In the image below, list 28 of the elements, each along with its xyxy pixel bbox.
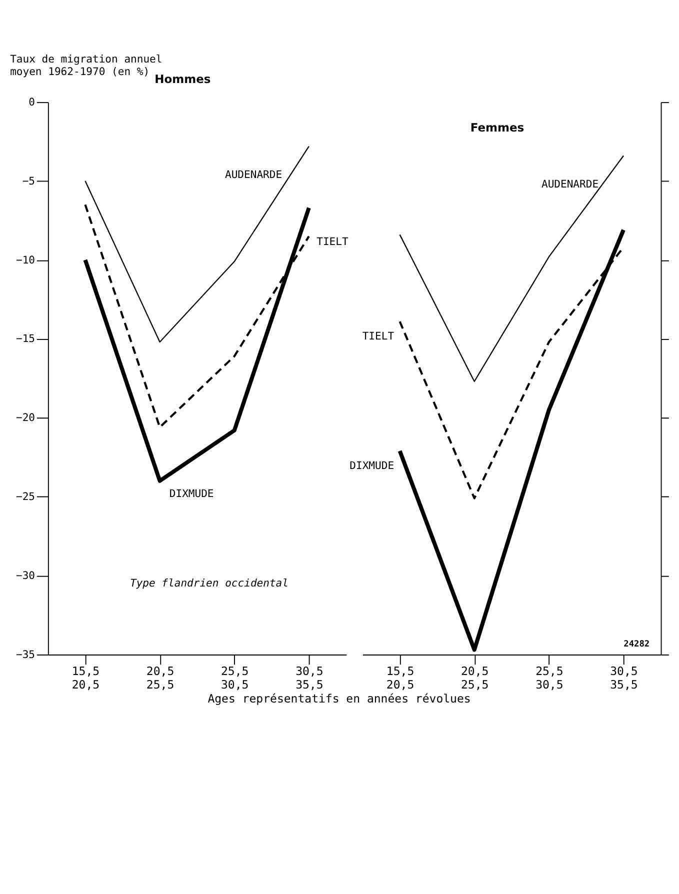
x-tick-label: 15,5 20,5 — [386, 664, 414, 692]
x-tick-label: 25,5 30,5 — [536, 664, 564, 692]
y-tick-label: −10 — [16, 254, 36, 266]
x-tick-label: 25,5 30,5 — [220, 664, 249, 692]
x-tick-label: 30,5 35,5 — [296, 664, 324, 692]
x-tick-label: 30,5 35,5 — [610, 664, 638, 692]
x-tick-label: 20,5 25,5 — [460, 664, 489, 692]
series-label: AUDENARDE — [541, 178, 599, 190]
y-tick-label: −25 — [16, 491, 36, 504]
annotation: 24282 — [624, 639, 650, 650]
x-tick-label: 20,5 25,5 — [146, 664, 174, 692]
y-tick-label: −20 — [16, 412, 36, 424]
series-label: TIELT — [316, 236, 349, 248]
y-tick-label: −15 — [16, 333, 36, 346]
line-series — [84, 146, 310, 343]
y-tick-label: −35 — [16, 648, 36, 661]
text: Femmes — [470, 120, 524, 134]
series-label: DIXMUDE — [169, 488, 214, 500]
y-tick-label: −5 — [22, 175, 36, 188]
y-tick-label: 0 — [28, 96, 36, 108]
series-label: AUDENARDE — [225, 168, 282, 181]
series-label: TIELT — [362, 330, 395, 343]
y-tick-label: −30 — [16, 570, 36, 582]
x-axis-title: Ages représentatifs en années révolues — [208, 691, 471, 706]
annotation: Type flandrien occidental — [130, 577, 288, 590]
x-tick-label: 15,5 20,5 — [72, 664, 100, 692]
series-label: DIXMUDE — [350, 460, 394, 472]
line-series — [83, 206, 311, 483]
